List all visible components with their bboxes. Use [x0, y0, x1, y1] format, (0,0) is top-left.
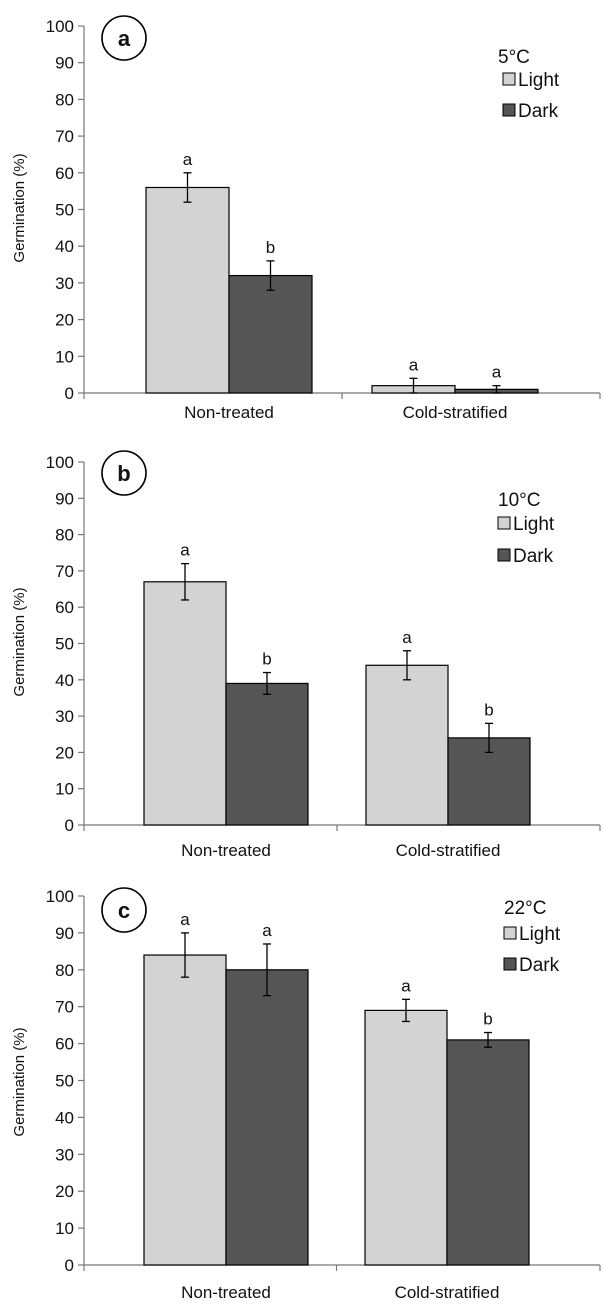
bar: [365, 664, 449, 826]
chart-panel-b: 0 10 20 30 40 50 60 70 80 90 100 Germination (%) Non…: [0, 434, 605, 866]
significance-letter: a: [409, 355, 419, 374]
y-tick-label: 50: [55, 1072, 74, 1091]
y-tick-label: 10: [55, 1219, 74, 1238]
bar: [143, 581, 227, 826]
y-tick-label: 30: [55, 707, 74, 726]
significance-letter: b: [266, 238, 275, 257]
category-label: Non-treated: [181, 841, 271, 860]
y-tick-label: 20: [55, 743, 74, 762]
y-tick-label: 50: [55, 201, 74, 220]
y-tick-label: 10: [55, 780, 74, 799]
category-label: Cold-stratified: [395, 1283, 500, 1302]
panel-letter-circle: [101, 15, 147, 61]
y-tick-label: 20: [55, 311, 74, 330]
chart-panel-c: 0 10 20 30 40 50 60 70 80 90 100 Germination (%) Non…: [0, 870, 605, 1307]
y-tick-label: 90: [55, 54, 74, 73]
y-axis-title: Germination (%): [11, 153, 28, 262]
y-tick-label: 80: [55, 961, 74, 980]
significance-letter: a: [262, 921, 272, 940]
legend-label: Light: [518, 70, 560, 91]
bar: [143, 954, 227, 1266]
y-tick-label: 60: [55, 1035, 74, 1054]
y-tick-label: 60: [55, 598, 74, 617]
panel-letter: c: [118, 898, 130, 923]
panel-letter-circle: [101, 887, 147, 933]
bar: [446, 1039, 530, 1266]
y-tick-label: 0: [65, 816, 74, 835]
y-tick-label: 80: [55, 90, 74, 109]
significance-letter: b: [262, 650, 271, 669]
y-tick-label: 40: [55, 237, 74, 256]
legend-title: 5°C: [498, 47, 530, 68]
category-label: Non-treated: [184, 403, 274, 422]
significance-letter: a: [401, 976, 411, 995]
category-label: Non-treated: [181, 1283, 271, 1302]
category-label: Cold-stratified: [403, 403, 508, 422]
y-tick-label: 40: [55, 1108, 74, 1127]
legend-swatch: [497, 548, 511, 562]
panel-letter-circle: [101, 450, 147, 496]
y-tick-label: 70: [55, 127, 74, 146]
y-tick-label: 20: [55, 1182, 74, 1201]
y-tick-label: 0: [65, 384, 74, 403]
legend-swatch: [503, 926, 517, 940]
significance-letter: a: [183, 150, 193, 169]
chart-panel-a: 0 10 20 30 40 50 60 70 80 90 100 Germination (%) Non…: [0, 0, 605, 432]
y-tick-label: 70: [55, 998, 74, 1017]
y-tick-label: 30: [55, 1145, 74, 1164]
category-label: Cold-stratified: [396, 841, 501, 860]
bar: [145, 186, 230, 394]
significance-letter: a: [180, 541, 190, 560]
y-tick-label: 100: [46, 453, 74, 472]
y-tick-label: 80: [55, 526, 74, 545]
y-tick-label: 70: [55, 562, 74, 581]
chart-a-svg: 0 10 20 30 40 50 60 70 80 90 100 Germination (%) Non…: [11, 15, 601, 422]
bar: [225, 682, 309, 826]
legend-swatch: [502, 72, 516, 86]
legend-label: Dark: [513, 546, 554, 567]
legend-swatch: [497, 516, 511, 530]
y-axis-title: Germination (%): [11, 587, 28, 696]
chart-b-svg: 0 10 20 30 40 50 60 70 80 90 100 Germination (%) Non…: [11, 450, 601, 860]
y-tick-label: 0: [65, 1256, 74, 1275]
significance-letter: a: [492, 363, 502, 382]
legend-label: Light: [519, 924, 561, 945]
legend-title: 10°C: [498, 490, 540, 511]
significance-letter: a: [180, 910, 190, 929]
y-tick-label: 100: [46, 17, 74, 36]
bar: [364, 1009, 448, 1266]
y-tick-label: 60: [55, 164, 74, 183]
legend-title: 22°C: [504, 898, 546, 919]
legend-label: Dark: [519, 955, 560, 976]
y-tick-label: 90: [55, 489, 74, 508]
significance-letter: a: [402, 628, 412, 647]
y-tick-label: 40: [55, 671, 74, 690]
chart-c-svg: 0 10 20 30 40 50 60 70 80 90 100 Germination (%) Non…: [11, 887, 601, 1302]
significance-letter: b: [484, 700, 493, 719]
y-tick-label: 90: [55, 924, 74, 943]
legend-label: Dark: [518, 101, 559, 122]
y-axis-title: Germination (%): [11, 1027, 28, 1136]
y-tick-label: 10: [55, 347, 74, 366]
y-tick-label: 50: [55, 635, 74, 654]
panel-letter: a: [118, 26, 131, 51]
bar: [228, 274, 313, 394]
y-tick-label: 30: [55, 274, 74, 293]
bar: [225, 969, 309, 1266]
significance-letter: b: [483, 1010, 492, 1029]
panel-letter: b: [117, 461, 130, 486]
legend-label: Light: [513, 514, 555, 535]
y-tick-label: 100: [46, 887, 74, 906]
legend-swatch: [502, 103, 516, 117]
legend-swatch: [503, 957, 517, 971]
